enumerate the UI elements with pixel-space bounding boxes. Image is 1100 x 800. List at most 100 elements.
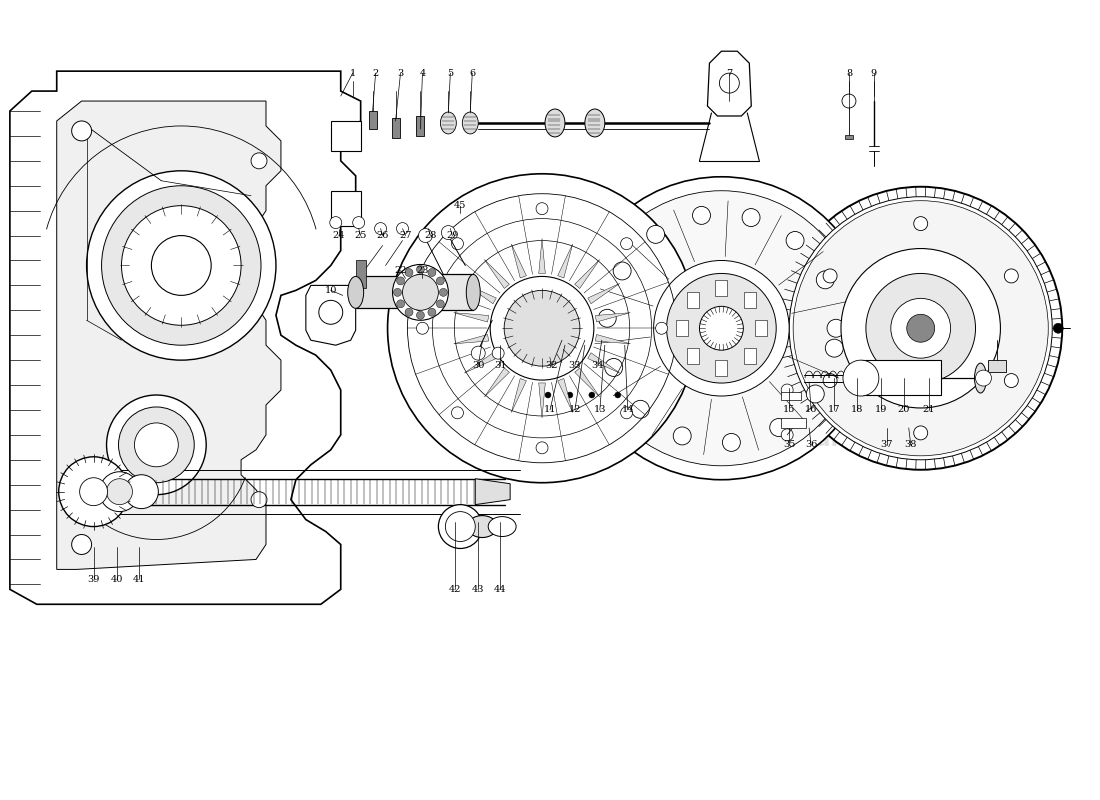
Circle shape bbox=[1053, 323, 1064, 334]
Bar bbox=[861, 360, 940, 395]
Text: 38: 38 bbox=[904, 440, 917, 450]
Text: 39: 39 bbox=[87, 575, 100, 584]
Circle shape bbox=[570, 177, 873, 480]
Circle shape bbox=[397, 300, 405, 308]
Polygon shape bbox=[574, 259, 600, 289]
Text: 10: 10 bbox=[324, 286, 337, 295]
Text: 27: 27 bbox=[399, 231, 411, 240]
Circle shape bbox=[742, 209, 760, 226]
Text: 12: 12 bbox=[569, 406, 581, 414]
Text: 31: 31 bbox=[494, 361, 506, 370]
Circle shape bbox=[405, 269, 412, 277]
Polygon shape bbox=[587, 353, 619, 373]
Polygon shape bbox=[707, 51, 751, 116]
Text: 6: 6 bbox=[470, 69, 475, 78]
Circle shape bbox=[598, 310, 616, 327]
Circle shape bbox=[647, 226, 664, 243]
Bar bbox=[418, 274, 473, 310]
Circle shape bbox=[842, 249, 1000, 408]
Circle shape bbox=[72, 121, 91, 141]
Bar bbox=[715, 360, 727, 376]
Polygon shape bbox=[512, 378, 527, 413]
Text: 44: 44 bbox=[494, 585, 506, 594]
Text: 36: 36 bbox=[805, 440, 817, 450]
Text: 34: 34 bbox=[592, 361, 604, 370]
Circle shape bbox=[451, 407, 463, 418]
Circle shape bbox=[843, 360, 879, 396]
Circle shape bbox=[544, 392, 551, 398]
Circle shape bbox=[700, 306, 744, 350]
Circle shape bbox=[504, 290, 580, 366]
Text: 4: 4 bbox=[419, 69, 426, 78]
Bar bbox=[845, 135, 853, 139]
Text: eurospares: eurospares bbox=[728, 430, 870, 450]
Circle shape bbox=[793, 201, 1048, 456]
Circle shape bbox=[451, 238, 463, 250]
Circle shape bbox=[58, 457, 129, 526]
Circle shape bbox=[723, 434, 740, 451]
Bar bbox=[368, 111, 376, 129]
Text: 35: 35 bbox=[783, 440, 795, 450]
Circle shape bbox=[134, 423, 178, 466]
Circle shape bbox=[673, 427, 691, 445]
Circle shape bbox=[101, 186, 261, 345]
Ellipse shape bbox=[975, 363, 987, 393]
Ellipse shape bbox=[585, 109, 605, 137]
Circle shape bbox=[816, 271, 834, 289]
Circle shape bbox=[667, 274, 777, 383]
Polygon shape bbox=[464, 353, 496, 373]
Text: 11: 11 bbox=[543, 406, 557, 414]
Text: 2: 2 bbox=[373, 69, 378, 78]
Ellipse shape bbox=[488, 517, 516, 537]
Polygon shape bbox=[57, 101, 280, 570]
Bar bbox=[355, 277, 420, 308]
Circle shape bbox=[319, 300, 343, 324]
Circle shape bbox=[823, 374, 837, 387]
Bar bbox=[989, 360, 1006, 372]
Circle shape bbox=[588, 392, 595, 398]
Circle shape bbox=[387, 174, 696, 482]
Bar bbox=[744, 349, 756, 365]
Circle shape bbox=[770, 418, 788, 437]
Circle shape bbox=[914, 217, 927, 230]
Circle shape bbox=[906, 314, 935, 342]
Bar bbox=[715, 281, 727, 296]
Circle shape bbox=[397, 277, 405, 285]
Circle shape bbox=[437, 277, 444, 285]
Circle shape bbox=[976, 370, 991, 386]
Polygon shape bbox=[539, 238, 546, 274]
Ellipse shape bbox=[411, 274, 426, 310]
Circle shape bbox=[437, 300, 444, 308]
Circle shape bbox=[121, 206, 241, 326]
Circle shape bbox=[417, 266, 425, 274]
Circle shape bbox=[631, 400, 649, 418]
Bar bbox=[756, 320, 767, 336]
Text: 20: 20 bbox=[898, 406, 910, 414]
Polygon shape bbox=[512, 244, 527, 278]
Circle shape bbox=[866, 274, 976, 383]
Bar bbox=[355, 261, 365, 288]
Circle shape bbox=[124, 474, 158, 509]
Circle shape bbox=[428, 308, 436, 316]
Text: 29: 29 bbox=[447, 231, 459, 240]
Circle shape bbox=[827, 319, 845, 338]
Text: 3: 3 bbox=[397, 69, 404, 78]
Text: eurospares: eurospares bbox=[122, 338, 280, 362]
Circle shape bbox=[439, 505, 482, 549]
Text: 17: 17 bbox=[828, 406, 840, 414]
Ellipse shape bbox=[466, 274, 481, 310]
Polygon shape bbox=[331, 121, 361, 151]
Circle shape bbox=[536, 442, 548, 454]
Text: 22: 22 bbox=[394, 266, 407, 275]
Polygon shape bbox=[464, 283, 496, 304]
Circle shape bbox=[107, 478, 132, 505]
Polygon shape bbox=[558, 244, 573, 278]
Polygon shape bbox=[484, 259, 509, 289]
Text: 21: 21 bbox=[923, 406, 935, 414]
Text: 42: 42 bbox=[449, 585, 462, 594]
Polygon shape bbox=[484, 368, 509, 397]
Circle shape bbox=[394, 288, 402, 296]
Circle shape bbox=[605, 358, 623, 377]
Text: 1: 1 bbox=[350, 69, 355, 78]
Text: eurospares: eurospares bbox=[471, 408, 629, 432]
